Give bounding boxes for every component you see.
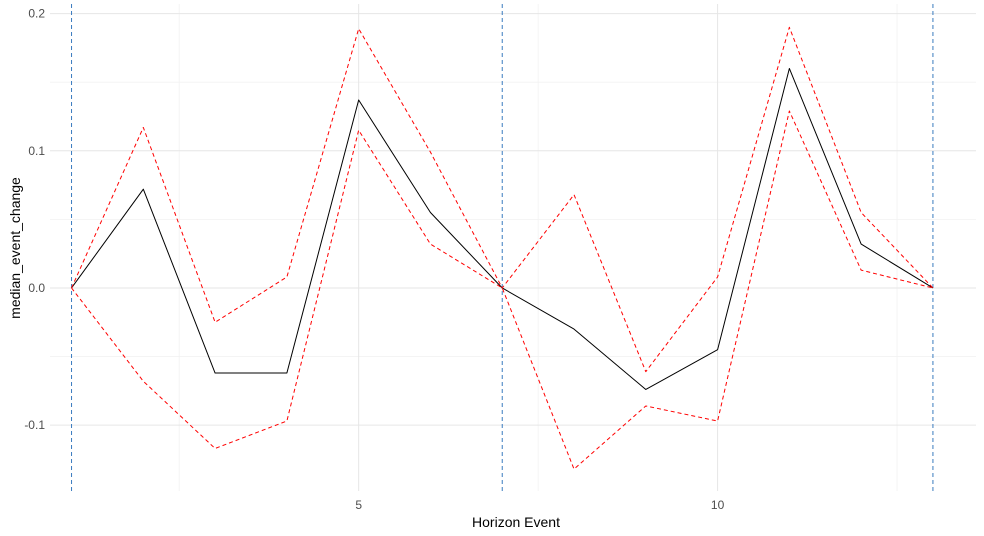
series-line-lower xyxy=(71,110,934,470)
x-tick-label: 10 xyxy=(711,498,725,512)
x-axis-ticks: 5 10 xyxy=(355,498,724,512)
minor-gridlines xyxy=(50,4,976,491)
y-tick-label: 0.1 xyxy=(28,144,45,158)
x-tick-label: 5 xyxy=(355,498,362,512)
y-tick-label: 0.2 xyxy=(28,7,45,21)
major-gridlines xyxy=(50,4,976,491)
y-tick-label: -0.1 xyxy=(24,418,45,432)
series-line-upper xyxy=(71,26,934,373)
y-axis-title: median_event_change xyxy=(7,177,23,319)
vertical-reference-lines xyxy=(71,4,934,491)
y-axis-ticks: -0.1 0.0 0.1 0.2 xyxy=(24,7,45,433)
series-layer xyxy=(71,26,934,470)
x-axis-title: Horizon Event xyxy=(472,514,560,530)
y-tick-label: 0.0 xyxy=(28,281,45,295)
